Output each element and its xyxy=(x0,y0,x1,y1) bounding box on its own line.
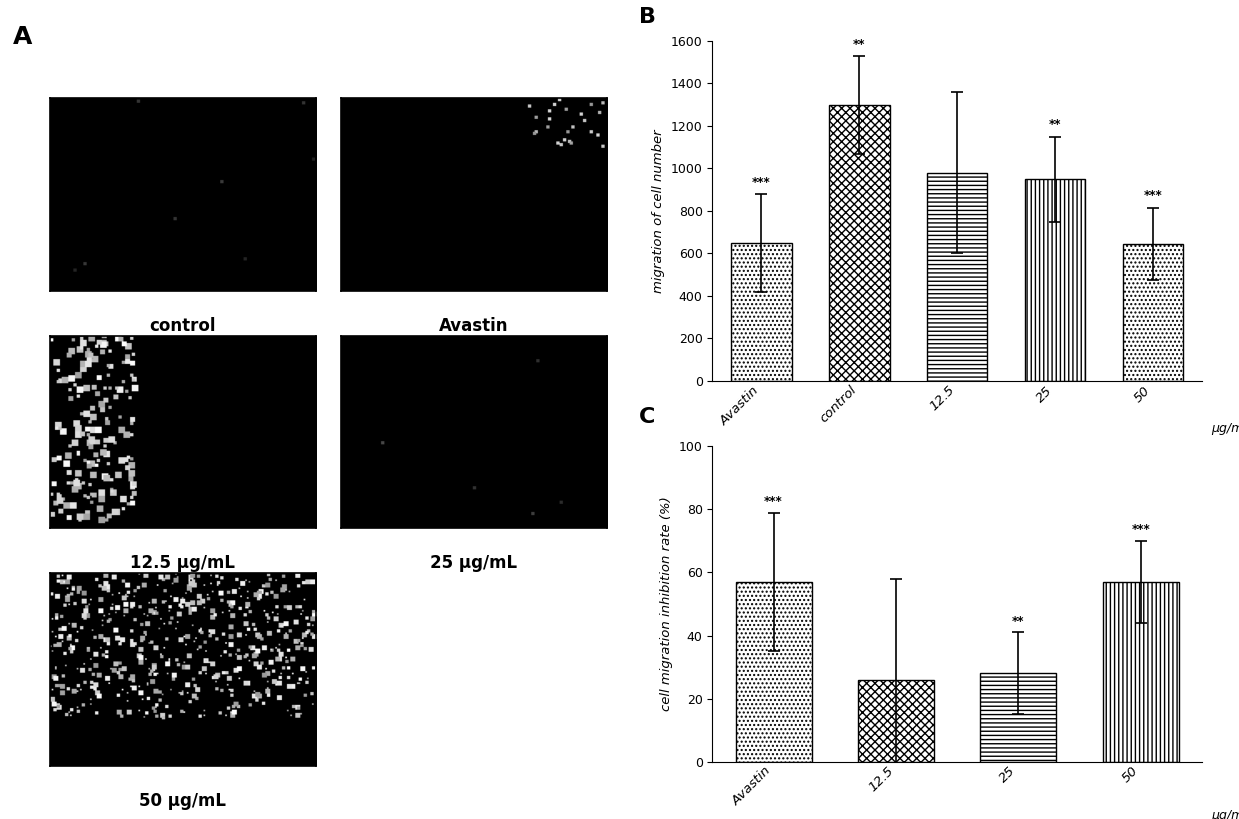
Bar xyxy=(736,582,812,762)
Text: C: C xyxy=(639,407,655,428)
Text: **: ** xyxy=(852,38,866,51)
Text: ***: *** xyxy=(764,495,783,508)
Bar xyxy=(829,105,890,381)
Text: B: B xyxy=(639,7,655,27)
Text: **: ** xyxy=(1012,615,1025,627)
Text: control: control xyxy=(150,317,216,335)
Text: ***: *** xyxy=(752,175,771,188)
Y-axis label: migration of cell number: migration of cell number xyxy=(652,129,665,292)
Text: μg/mL: μg/mL xyxy=(1212,809,1239,819)
Text: Avastin: Avastin xyxy=(439,317,509,335)
Text: ***: *** xyxy=(1144,189,1162,202)
Bar xyxy=(1025,179,1085,381)
Text: **: ** xyxy=(1048,118,1062,131)
Y-axis label: cell migration inhibition rate (%): cell migration inhibition rate (%) xyxy=(660,496,673,712)
Text: 25 μg/mL: 25 μg/mL xyxy=(430,554,518,572)
Text: 50 μg/mL: 50 μg/mL xyxy=(139,792,227,810)
Text: A: A xyxy=(12,25,32,48)
Text: 12.5 μg/mL: 12.5 μg/mL xyxy=(130,554,235,572)
Bar xyxy=(731,242,792,381)
Bar xyxy=(927,173,987,381)
Text: ***: *** xyxy=(1131,523,1150,536)
Bar xyxy=(1103,582,1178,762)
Bar xyxy=(1123,244,1183,381)
Bar xyxy=(859,680,934,762)
Text: μg/mL: μg/mL xyxy=(1212,422,1239,435)
Bar xyxy=(980,673,1056,762)
